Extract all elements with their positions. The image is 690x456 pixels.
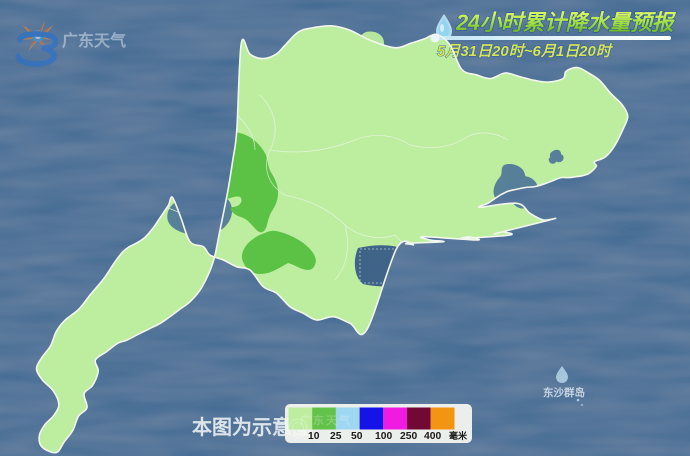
svg-text:50: 50: [351, 431, 363, 442]
svg-text:广东天气: 广东天气: [62, 31, 126, 50]
svg-text:10: 10: [308, 431, 320, 442]
svg-text:毫米: 毫米: [449, 430, 468, 441]
svg-text:东沙群岛: 东沙群岛: [543, 386, 585, 399]
svg-text:24小时累计降水量预报: 24小时累计降水量预报: [455, 10, 676, 35]
svg-text:250: 250: [400, 431, 417, 442]
svg-text:100: 100: [375, 431, 392, 442]
svg-text:25: 25: [330, 431, 342, 442]
svg-text:400: 400: [424, 431, 441, 442]
svg-text:广东天气: 广东天气: [300, 413, 352, 427]
svg-text:5月31日20时~6月1日20时: 5月31日20时~6月1日20时: [437, 43, 614, 60]
